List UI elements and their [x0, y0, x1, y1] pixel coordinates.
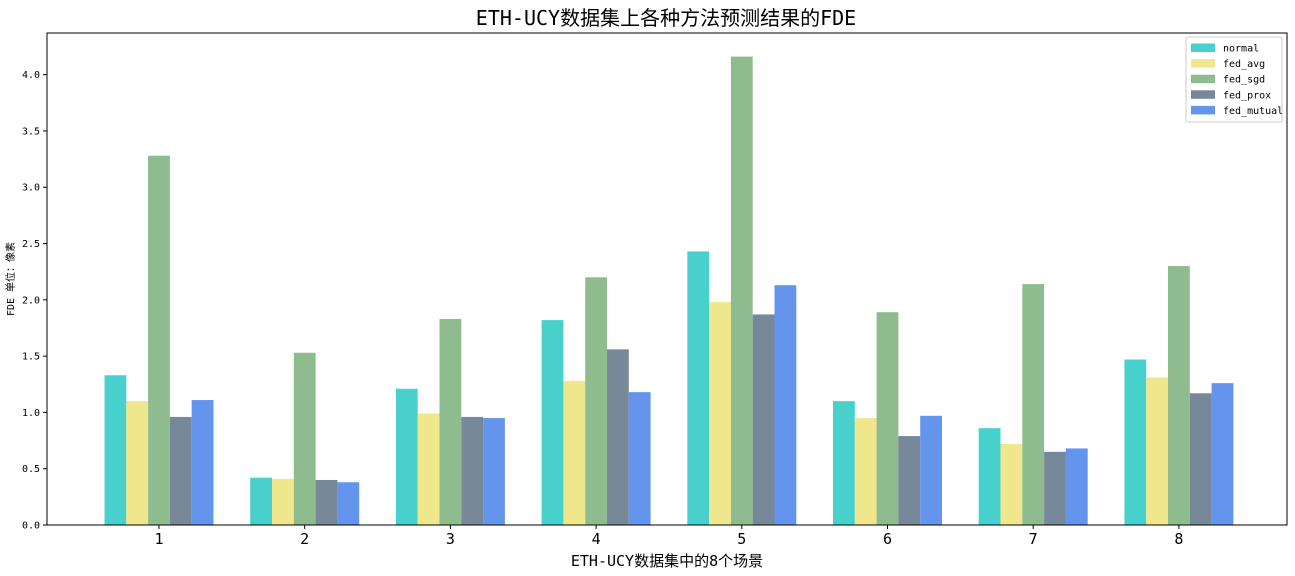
y-axis-label: FDE 单位：像素 — [4, 242, 17, 316]
bar-fed_mutual-2 — [337, 482, 360, 525]
bar-normal-2 — [250, 477, 272, 525]
bar-fed_mutual-8 — [1211, 383, 1234, 525]
legend-label-normal: normal — [1223, 44, 1259, 55]
x-tick-label: 5 — [737, 530, 746, 548]
legend-swatch-fed_avg — [1191, 59, 1215, 68]
bar-fed_avg-6 — [854, 418, 877, 525]
x-tick-label: 2 — [300, 530, 309, 548]
bar-fed_avg-8 — [1146, 377, 1168, 525]
legend-box — [1185, 36, 1283, 123]
bar-normal-8 — [1124, 359, 1147, 525]
y-axis: 0.0 0.5 1.0 1.5 2.0 2.5 3.0 3.5 4.0 — [22, 70, 47, 532]
y-tick-label: 2.0 — [22, 295, 40, 306]
legend-label-fed_mutual: fed_mutual — [1223, 106, 1283, 117]
bar-fed_sgd-5 — [730, 56, 753, 525]
bar-fed_avg-5 — [709, 302, 731, 525]
x-tick-label: 4 — [592, 530, 601, 548]
chart-title: ETH-UCY数据集上各种方法预测结果的FDE — [476, 6, 856, 30]
legend-swatch-normal — [1191, 43, 1215, 52]
x-tick-label: 1 — [154, 530, 163, 548]
bar-normal-3 — [395, 388, 418, 525]
bar-fed_mutual-7 — [1065, 448, 1088, 525]
bar-fed_prox-5 — [752, 314, 775, 525]
bar-fed_mutual-4 — [628, 392, 651, 525]
y-tick-label: 1.0 — [22, 408, 40, 419]
y-tick-label: 3.5 — [22, 126, 40, 137]
y-tick-label: 1.5 — [22, 352, 40, 363]
x-tick-label: 8 — [1174, 530, 1183, 548]
bar-normal-4 — [541, 320, 564, 525]
bar-fed_prox-3 — [461, 416, 484, 525]
x-axis: 1 2 3 4 5 6 7 8 — [154, 525, 1183, 548]
bar-fed_prox-1 — [169, 416, 192, 525]
bar-fed_avg-2 — [272, 478, 294, 525]
bar-normal-5 — [687, 251, 710, 526]
bars-group — [104, 56, 1234, 526]
y-tick-label: 0.0 — [22, 521, 40, 532]
bar-fed_sgd-6 — [876, 312, 899, 525]
bar-fed_mutual-5 — [774, 285, 797, 525]
legend-swatch-fed_prox — [1191, 90, 1215, 99]
bar-fed_mutual-1 — [191, 400, 214, 525]
x-tick-label: 7 — [1029, 530, 1038, 548]
bar-fed_avg-1 — [126, 401, 149, 525]
bar-fed_avg-3 — [417, 413, 440, 525]
x-tick-label: 3 — [446, 530, 455, 548]
y-tick-label: 4.0 — [22, 70, 40, 81]
bar-fed_sgd-4 — [585, 277, 607, 525]
bar-fed_prox-7 — [1044, 451, 1066, 525]
bar-fed_sgd-3 — [439, 318, 462, 525]
y-tick-label: 2.5 — [22, 239, 40, 250]
bar-fed_prox-6 — [898, 436, 921, 525]
bar-fed_prox-2 — [315, 479, 338, 525]
bar-fed_avg-4 — [563, 380, 586, 525]
bar-fed_sgd-2 — [293, 352, 316, 525]
legend-swatch-fed_sgd — [1191, 74, 1215, 84]
bar-fed_prox-8 — [1189, 393, 1212, 525]
y-tick-label: 0.5 — [22, 464, 40, 475]
x-axis-label: ETH-UCY数据集中的8个场景 — [571, 552, 763, 570]
bar-normal-6 — [833, 401, 855, 525]
legend-swatch-fed_mutual — [1191, 105, 1215, 115]
bar-fed_sgd-7 — [1022, 284, 1045, 525]
bar-fed_mutual-6 — [920, 415, 942, 525]
plot-frame — [46, 32, 1288, 526]
bar-fed_sgd-1 — [148, 155, 170, 525]
bar-fed_avg-7 — [1000, 443, 1023, 525]
bar-fed_prox-4 — [607, 349, 629, 525]
bar-normal-1 — [104, 375, 127, 525]
bar-fed_sgd-8 — [1168, 266, 1190, 525]
legend: normal fed_avg fed_sgd fed_prox fed_mutual — [1185, 36, 1283, 123]
legend-label-fed_avg: fed_avg — [1223, 59, 1265, 70]
legend-label-fed_prox: fed_prox — [1223, 90, 1271, 101]
legend-label-fed_sgd: fed_sgd — [1223, 75, 1265, 86]
bar-fed_mutual-3 — [483, 418, 505, 525]
y-tick-label: 3.0 — [22, 183, 40, 194]
bar-normal-7 — [978, 428, 1001, 525]
x-tick-label: 6 — [883, 530, 892, 548]
